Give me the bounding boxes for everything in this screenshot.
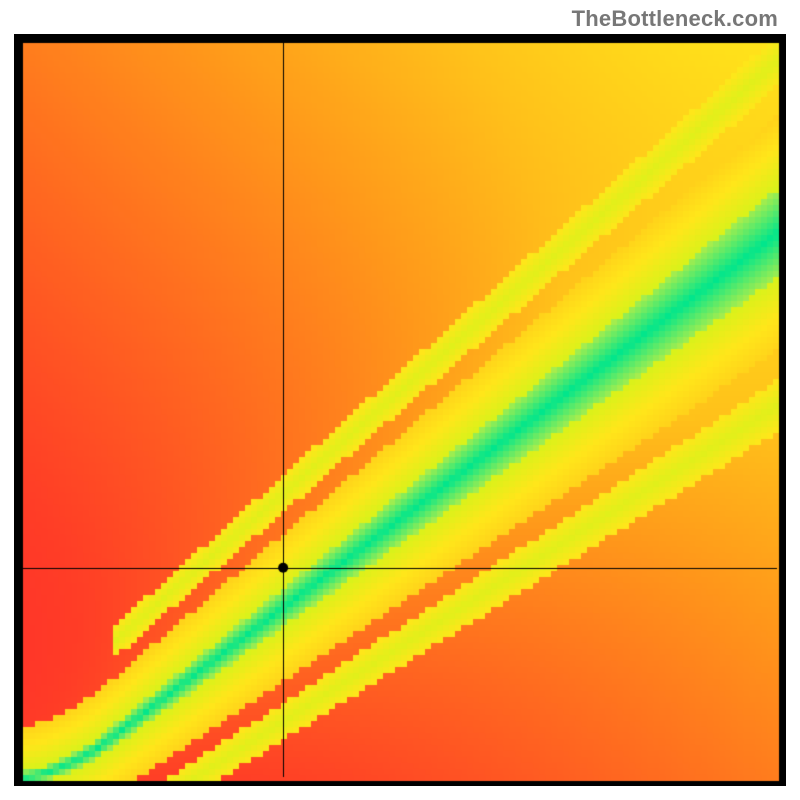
chart-container: TheBottleneck.com [0,0,800,800]
heatmap-canvas [14,34,786,786]
heatmap-canvas-wrap [14,34,786,786]
attribution-text: TheBottleneck.com [572,6,778,32]
